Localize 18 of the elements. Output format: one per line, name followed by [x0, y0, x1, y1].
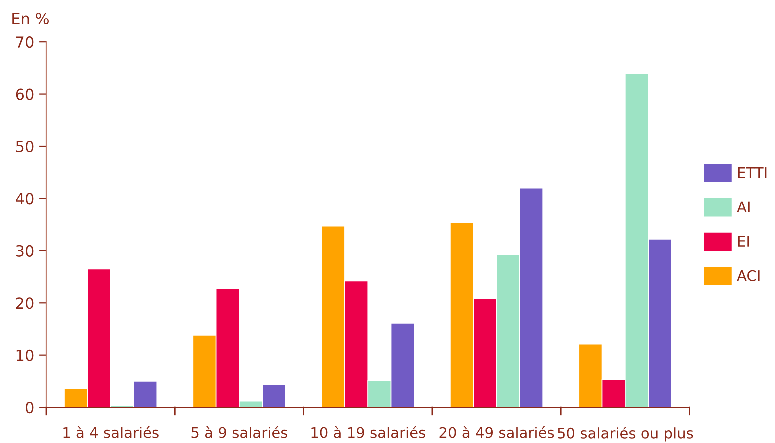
x-tick-label: 10 à 19 salariés	[312, 426, 426, 438]
legend-label: ETTI	[738, 168, 767, 178]
y-tick-label: 0	[26, 402, 34, 414]
x-tick-label: 1 à 4 salariés	[64, 426, 159, 438]
y-tick-label: 20	[16, 298, 34, 310]
x-tick-label: 20 à 49 salariés	[440, 426, 554, 438]
y-tick-label: 60	[16, 88, 34, 100]
legend-label: EI	[738, 236, 750, 247]
y-axis-title: En %	[12, 12, 49, 25]
y-tick-label: 10	[16, 350, 34, 362]
y-tick-label: 40	[16, 193, 34, 205]
legend-label: AI	[737, 202, 750, 212]
y-tick-label: 70	[16, 36, 34, 48]
x-tick-label: 50 salariés ou plus	[558, 427, 694, 442]
y-tick-label: 50	[16, 140, 34, 153]
legend-label: ACI	[737, 270, 760, 282]
x-tick-label: 5 à 9 salariés	[192, 426, 288, 438]
y-tick-label: 30	[16, 245, 34, 257]
